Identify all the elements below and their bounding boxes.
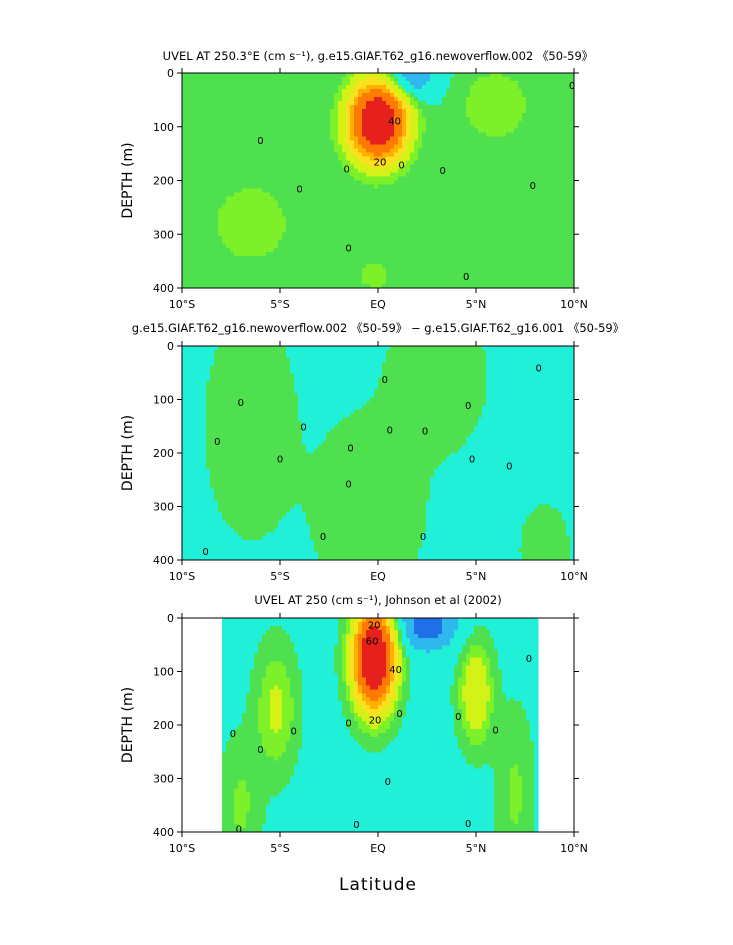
x-tick-label: 10°S xyxy=(169,298,195,311)
contour-label: 0 xyxy=(492,725,498,736)
y-axis-title: DEPTH (m) xyxy=(120,687,136,763)
y-tick-label: 400 xyxy=(153,282,174,295)
y-tick-label: 400 xyxy=(153,554,174,567)
panel-title: g.e15.GIAF.T62_g16.newoverflow.002 《50-5… xyxy=(132,321,625,335)
contour-label: 0 xyxy=(257,745,263,756)
contour-label: 0 xyxy=(236,824,242,835)
contour-label: 0 xyxy=(396,709,402,720)
x-tick-label: 10°S xyxy=(169,842,195,855)
y-tick-label: 0 xyxy=(167,67,174,80)
x-tick-label: 5°S xyxy=(270,298,289,311)
contour-label: 0 xyxy=(345,718,351,729)
contour-label: 20 xyxy=(374,158,387,169)
y-tick-label: 0 xyxy=(167,612,174,625)
contour-label: 0 xyxy=(257,136,263,147)
x-tick-label: 10°N xyxy=(560,842,588,855)
contour-label: 0 xyxy=(506,461,512,472)
contour-label: 60 xyxy=(366,636,379,647)
panel-bottom: UVEL AT 250 (cm s⁻¹), Johnson et al (200… xyxy=(120,593,588,855)
contour-label: 0 xyxy=(455,712,461,723)
contour-label: 0 xyxy=(420,532,426,543)
x-tick-label: EQ xyxy=(370,570,386,583)
panel-title: UVEL AT 250 (cm s⁻¹), Johnson et al (200… xyxy=(254,593,501,607)
x-tick-label: EQ xyxy=(370,298,386,311)
contour-label: 0 xyxy=(398,160,404,171)
y-tick-label: 100 xyxy=(153,394,174,407)
contour-label: 20 xyxy=(369,716,382,727)
contour-label: 0 xyxy=(320,532,326,543)
x-tick-label: 10°S xyxy=(169,570,195,583)
contour-label: 0 xyxy=(230,729,236,740)
panel-top: UVEL AT 250.3°E (cm s⁻¹), g.e15.GIAF.T62… xyxy=(120,49,593,311)
y-tick-label: 300 xyxy=(153,228,174,241)
x-tick-label: 10°N xyxy=(560,298,588,311)
x-tick-label: 5°N xyxy=(466,298,487,311)
y-tick-label: 200 xyxy=(153,447,174,460)
contour-label: 0 xyxy=(382,375,388,386)
y-tick-label: 100 xyxy=(153,121,174,134)
contour-label: 0 xyxy=(530,181,536,192)
contour-label: 0 xyxy=(291,726,297,737)
panel-title: UVEL AT 250.3°E (cm s⁻¹), g.e15.GIAF.T62… xyxy=(163,49,594,63)
filled-contours xyxy=(182,73,575,289)
contour-label: 20 xyxy=(368,620,381,631)
x-tick-label: 5°S xyxy=(270,570,289,583)
contour-label: 0 xyxy=(343,165,349,176)
contour-label: 0 xyxy=(300,422,306,433)
y-tick-label: 300 xyxy=(153,773,174,786)
contour-label: 0 xyxy=(277,454,283,465)
y-tick-label: 100 xyxy=(153,666,174,679)
x-tick-label: 10°N xyxy=(560,570,588,583)
x-tick-label: 5°N xyxy=(466,842,487,855)
y-tick-label: 200 xyxy=(153,175,174,188)
y-axis-title: DEPTH (m) xyxy=(120,142,136,218)
contour-label: 0 xyxy=(569,81,575,92)
y-tick-label: 400 xyxy=(153,826,174,839)
y-axis-title: DEPTH (m) xyxy=(120,415,136,491)
contour-label: 0 xyxy=(465,819,471,830)
contour-label: 0 xyxy=(345,479,351,490)
contour-label: 0 xyxy=(469,454,475,465)
contour-label: 0 xyxy=(439,166,445,177)
contour-label: 0 xyxy=(385,777,391,788)
filled-contours xyxy=(222,618,539,833)
contour-label: 0 xyxy=(214,437,220,448)
contour-label: 0 xyxy=(526,654,532,665)
contour-label: 0 xyxy=(536,363,542,374)
contour-label: 40 xyxy=(388,116,401,127)
contour-label: 0 xyxy=(345,244,351,255)
x-tick-label: EQ xyxy=(370,842,386,855)
x-tick-label: 5°N xyxy=(466,570,487,583)
x-axis-title: Latitude xyxy=(339,875,417,895)
contour-label: 0 xyxy=(238,398,244,409)
contour-label: 0 xyxy=(296,185,302,196)
y-tick-label: 200 xyxy=(153,719,174,732)
contour-label: 0 xyxy=(422,427,428,438)
contour-label: 0 xyxy=(347,444,353,455)
y-tick-label: 0 xyxy=(167,340,174,353)
panel-middle: g.e15.GIAF.T62_g16.newoverflow.002 《50-5… xyxy=(120,321,624,583)
contour-label: 0 xyxy=(463,272,469,283)
contour-label: 0 xyxy=(465,401,471,412)
x-tick-label: 5°S xyxy=(270,842,289,855)
contour-label: 40 xyxy=(389,665,402,676)
filled-contours xyxy=(182,346,575,561)
contour-label: 0 xyxy=(353,820,359,831)
y-tick-label: 300 xyxy=(153,501,174,514)
contour-label: 0 xyxy=(387,425,393,436)
contour-label: 0 xyxy=(202,547,208,558)
